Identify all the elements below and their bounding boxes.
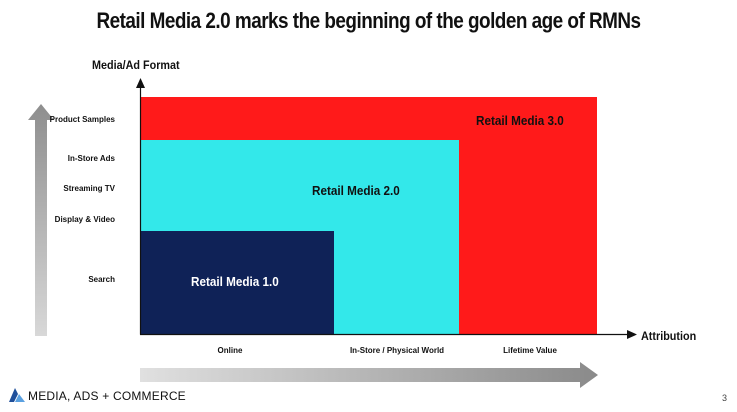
x-axis-arrowhead: [627, 330, 637, 339]
page-number: 3: [722, 393, 728, 403]
page-title: Retail Media 2.0 marks the beginning of …: [96, 8, 641, 33]
retail-media-2-label: Retail Media 2.0: [312, 183, 400, 198]
y-axis-arrowhead: [136, 78, 145, 88]
y-axis-title: Media/Ad Format: [92, 58, 180, 72]
x-label-in-store-physical-world: In-Store / Physical World: [349, 346, 445, 355]
retail-media-3-label: Retail Media 3.0: [476, 113, 564, 128]
brand-name: MEDIA, ADS + COMMERCE: [28, 389, 186, 403]
y-label-display-video: Display & Video: [54, 215, 115, 224]
x-label-lifetime-value: Lifetime Value: [503, 346, 557, 355]
x-label-online: Online: [217, 346, 243, 355]
y-label-product-samples: Product Samples: [49, 115, 115, 124]
retail-media-1-block: [141, 231, 334, 334]
vertical-gradient-arrow: [28, 104, 54, 336]
retail-media-1-label: Retail Media 1.0: [191, 274, 279, 289]
brand-logo-icon: [9, 388, 25, 402]
y-label-streaming-tv: Streaming TV: [63, 184, 115, 193]
horizontal-gradient-arrow: [140, 362, 598, 388]
x-axis-title: Attribution: [641, 329, 697, 343]
y-label-search: Search: [88, 275, 115, 284]
y-label-in-store-ads: In-Store Ads: [67, 154, 115, 163]
